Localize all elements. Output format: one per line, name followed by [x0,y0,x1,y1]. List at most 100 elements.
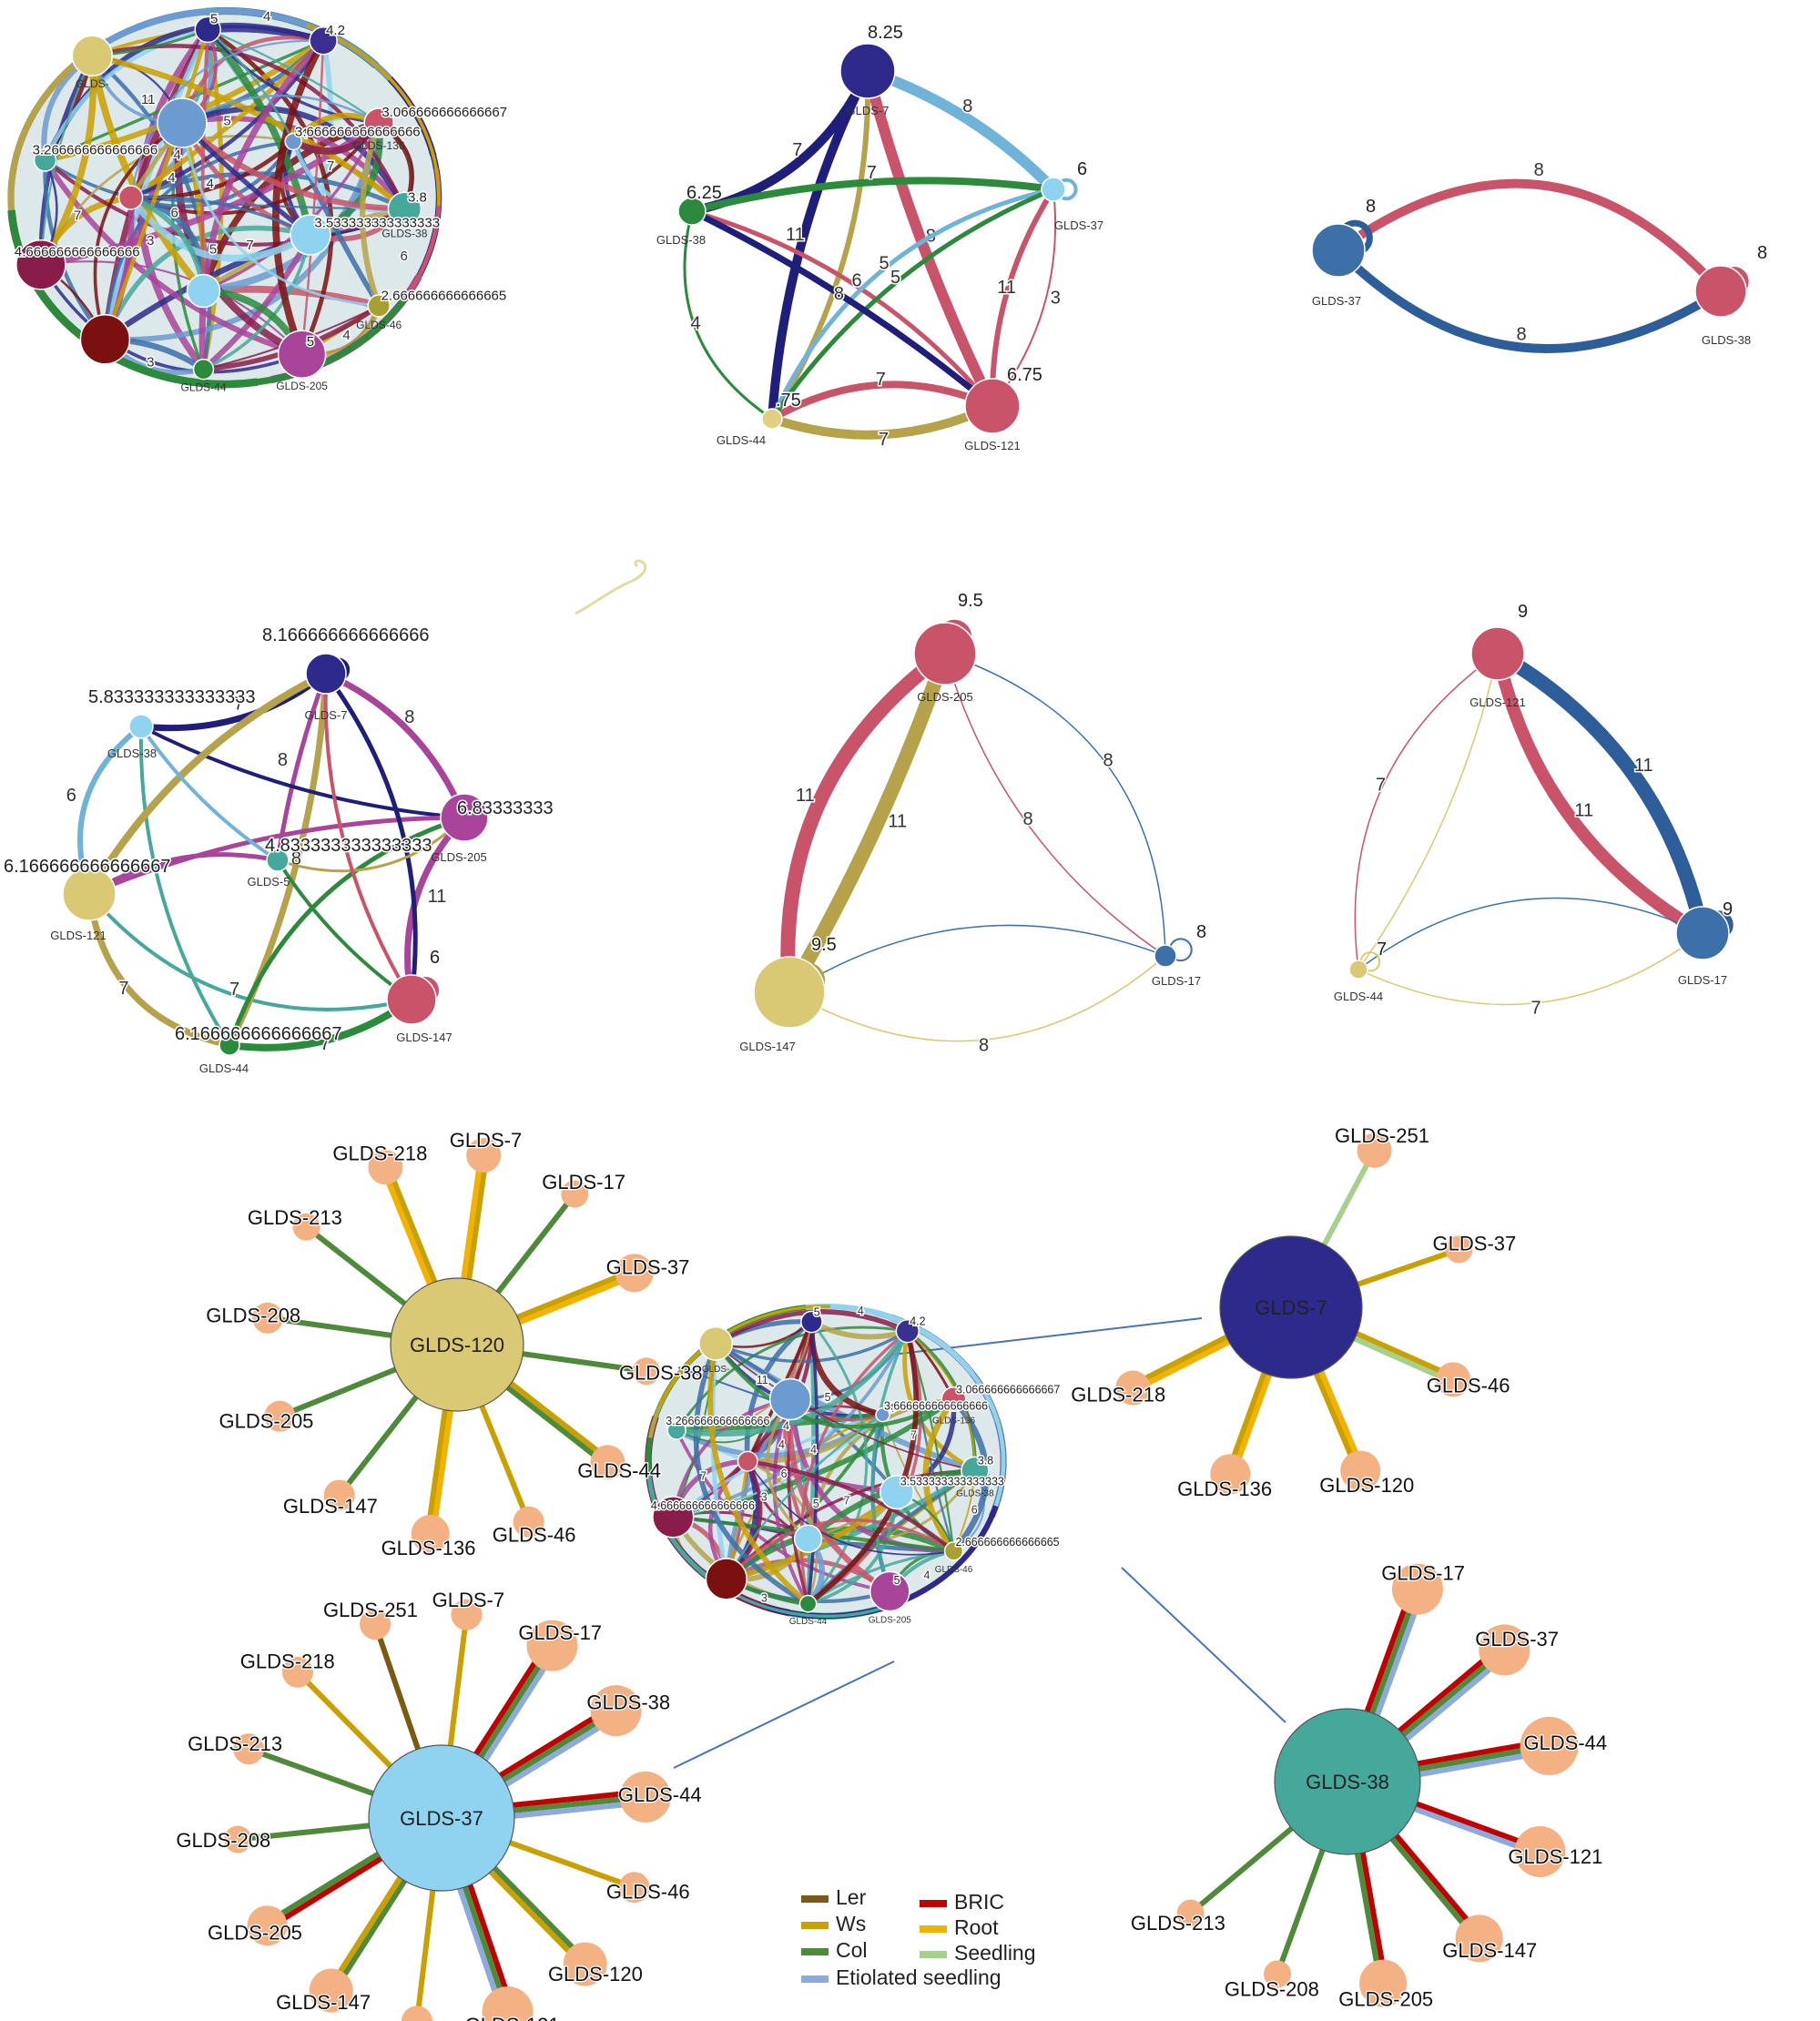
network-edge [206,27,334,356]
network-edge [323,672,413,1001]
edge-label: 4 [263,9,270,25]
spoke-node [466,1138,502,1173]
node-label: GLDS-38 [656,233,706,247]
node-label: GLDS-136 [353,139,405,152]
node-label: GLDS-121 [50,929,106,942]
network-edge [768,401,997,440]
spoke-label: GLDS-136 [381,1537,476,1559]
edge-label: 7 [910,1428,917,1441]
node-value: 3.066666666666667 [381,105,507,120]
network-edge [39,263,303,374]
node-label: GLDS-147 [739,1040,795,1053]
network-node [305,653,347,695]
edge-label: 8 [404,707,414,727]
network-edge [766,1398,809,1540]
edge-label: 4 [300,127,308,142]
node-value: 4.666666666666666 [15,244,140,259]
spoke-label: GLDS-17 [1381,1562,1465,1585]
hub-node [1219,1235,1363,1379]
edge-label: 4 [858,1305,864,1317]
network-node [761,408,783,430]
spoke-label: GLDS-251 [1335,1124,1429,1147]
node-value: 6.25 [686,183,722,203]
spoke-node [309,1968,353,2013]
spoke-node [1436,1362,1471,1397]
network-edge [673,1414,884,1518]
edge-label: 11 [888,811,907,831]
edge-label: 7 [879,430,889,450]
network-edge [86,815,467,897]
node-label: GLDS-46 [935,1565,973,1575]
network-node [705,1558,747,1600]
network-edge [747,1458,898,1495]
edge-label: 7 [234,694,244,714]
network-edge [323,671,418,1002]
network-edge [1490,646,1710,940]
network-glds121-glds17-glds44: 11 11 7 7 GLDS-121 9 GLDS-17 9 GLDS-44 7 [1334,601,1734,1021]
network-node [798,1594,818,1613]
edge-label: 4 [174,147,181,163]
edge-label: 7 [320,1034,330,1054]
network-node [737,1450,758,1472]
network-node [363,107,394,138]
network-node [869,1570,910,1612]
network-edge [768,381,996,422]
network-node [800,1310,823,1334]
edge-label: 4 [778,1438,785,1451]
spoke-node [252,1302,284,1334]
network-edge [86,890,233,1049]
network-glds205-glds147-glds17: 11 11 8 8 8 GLDS-205 9.5 GLDS-147 9.5 GLDS-17 8 [739,590,1207,1057]
network-node [879,1475,915,1510]
full-network-top: 444754647474633451147GLDS-54.23.06666666… [7,6,509,394]
network-edge [180,105,408,210]
node-value: 3.533333333333333 [900,1476,1004,1488]
edge-label: 11 [796,786,815,806]
node-value: 5 [814,1306,820,1319]
spoke-label: GLDS-136 [1177,1478,1272,1500]
spoke-label: GLDS-17 [518,1621,602,1644]
hub-node [1274,1708,1421,1855]
network-edge [1334,178,1725,296]
spoke-label: GLDS-46 [493,1524,576,1547]
spoke-label: GLDS-37 [606,1255,690,1278]
network-edge [787,1398,891,1594]
edge-label: 4 [759,1374,766,1386]
network-edge [102,28,210,340]
network-node [1311,223,1366,278]
edge-label: 7 [867,163,877,183]
network-edge [991,188,1057,407]
network-edge [907,1330,976,1552]
network-node [698,1325,734,1361]
network-edge [87,892,413,1011]
spoke-node [1445,1235,1473,1264]
edge-label: 8 [1516,325,1526,345]
spoke-label: GLDS-7 [450,1129,522,1152]
spoke-node [615,1254,654,1293]
node-value: .75 [776,391,801,411]
edge-label: 3 [761,1591,768,1604]
spoke-label: GLDS-213 [248,1206,342,1229]
spoke-label: GLDS-37 [1433,1233,1517,1255]
network-edge [788,924,1166,993]
edge-label: 8 [979,1035,989,1055]
edge-label: 11 [428,887,447,907]
edge-label: 7 [74,208,81,224]
connector-line [673,1660,895,1769]
edge-label: 11 [786,225,805,245]
spoke-node [632,1357,660,1386]
spoke-label: GLDS-44 [1523,1732,1607,1754]
network-node [677,197,707,226]
node-label: GLDS- [76,77,109,90]
network-edge [1357,897,1703,970]
spoke-label: GLDS-46 [606,1881,690,1904]
node-value: 5 [307,334,314,350]
spoke-label: GLDS-208 [176,1829,270,1852]
spoke-node [561,1180,589,1208]
network-node [266,848,290,872]
network-edge [747,1459,955,1553]
network-node [964,378,1021,434]
edge-label: 4 [825,1391,831,1404]
connector-line [1121,1567,1286,1723]
spoke-label: GLDS-121 [1508,1845,1602,1868]
network-node [652,1496,695,1539]
